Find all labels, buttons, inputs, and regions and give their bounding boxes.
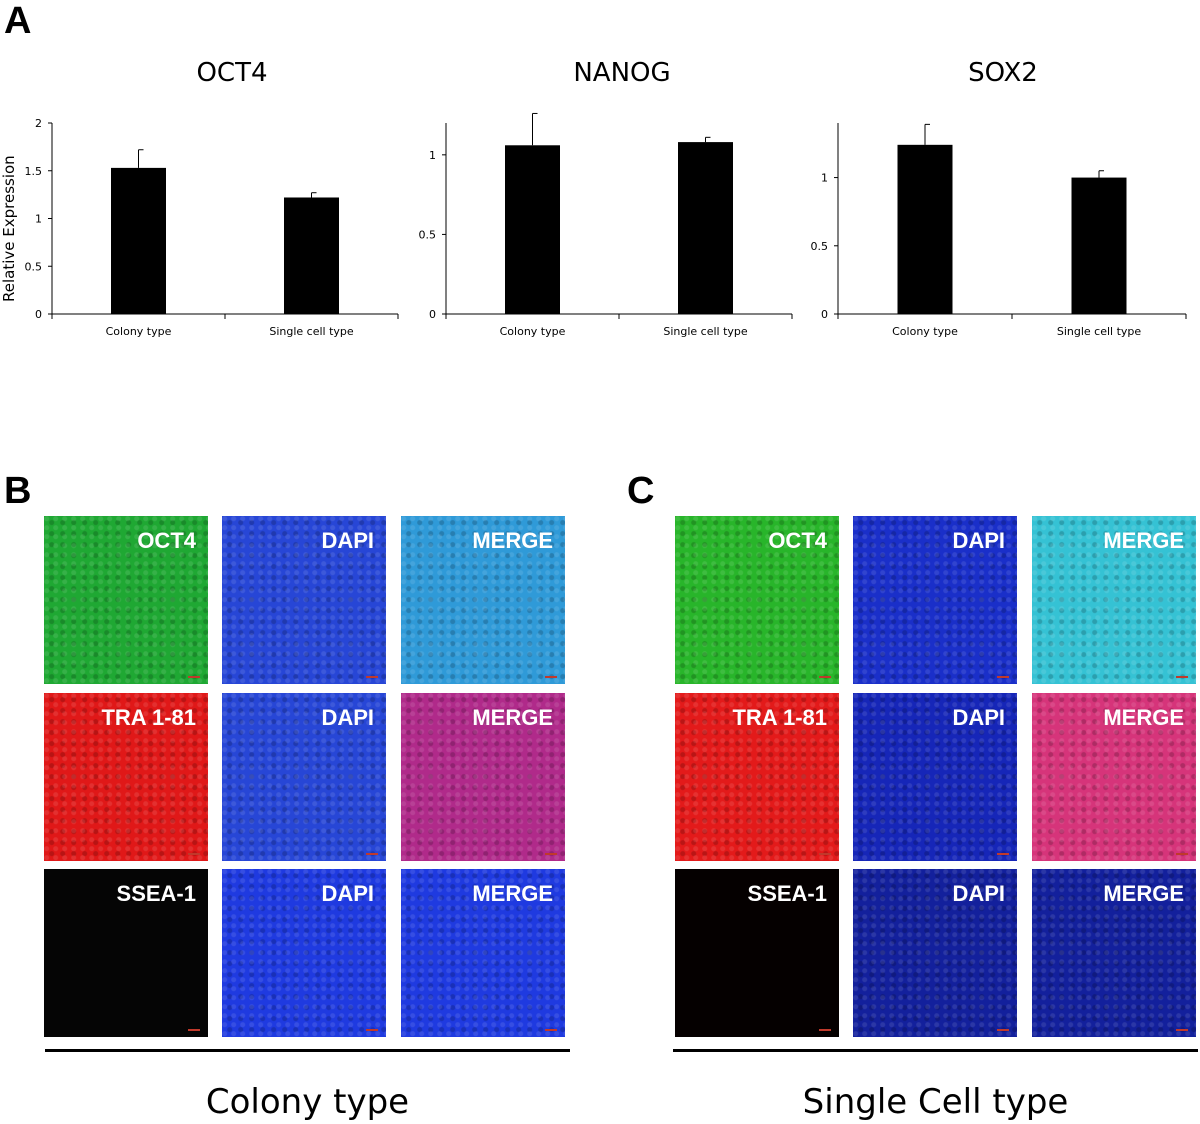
y-tick-label: 2 <box>35 117 42 130</box>
micrograph-merge: MERGE <box>1032 693 1196 861</box>
micrograph-label: DAPI <box>321 881 374 906</box>
x-tick-label: Colony type <box>892 325 958 338</box>
scale-bar <box>819 1029 831 1031</box>
chart-title-sox2: SOX2 <box>968 58 1038 88</box>
bar <box>505 145 560 314</box>
scale-bar <box>545 1029 557 1031</box>
x-tick-label: Single cell type <box>1057 325 1142 338</box>
panel-letter-c: C <box>627 470 655 512</box>
y-tick-label: 0.5 <box>25 260 43 273</box>
bar <box>897 144 953 314</box>
micrograph-label: TRA 1-81 <box>732 705 827 730</box>
scale-bar <box>1176 1029 1188 1031</box>
y-tick-label: 0 <box>821 308 828 321</box>
y-tick-label: 0.5 <box>419 228 437 241</box>
micrograph-label: OCT4 <box>768 528 827 553</box>
bar-chart-sox2: 0 0.5 1 Colony type Single cell type <box>811 123 1187 338</box>
bar <box>284 197 339 314</box>
group-caption-colony: Colony type <box>205 1082 410 1122</box>
micrograph-dapi: DAPI <box>853 516 1017 684</box>
scale-bar <box>997 1029 1009 1031</box>
micrograph-merge: MERGE <box>401 693 565 861</box>
scale-bar <box>366 853 378 855</box>
scale-bar <box>545 676 557 678</box>
scale-bar <box>188 676 200 678</box>
micrograph-label: DAPI <box>952 705 1005 730</box>
scale-bar <box>188 1029 200 1031</box>
micrograph-oct4: OCT4 <box>44 516 208 684</box>
chart-title-nanog: NANOG <box>573 58 671 88</box>
y-tick-label: 1 <box>821 172 828 185</box>
group-caption-single: Single Cell type <box>802 1082 1069 1122</box>
group-underline-single <box>673 1049 1198 1052</box>
micrograph-merge: MERGE <box>401 516 565 684</box>
micrograph-ssea-1: SSEA-1 <box>675 869 839 1037</box>
chart-title-oct4: OCT4 <box>196 58 268 88</box>
micrograph-label: DAPI <box>952 528 1005 553</box>
scale-bar <box>188 853 200 855</box>
scale-bar <box>366 1029 378 1031</box>
micrograph-label: DAPI <box>321 705 374 730</box>
scale-bar <box>1176 676 1188 678</box>
micrograph-label: DAPI <box>321 528 374 553</box>
group-underline-colony <box>45 1049 570 1052</box>
micrograph-dapi: DAPI <box>222 693 386 861</box>
micrograph-label: MERGE <box>1103 881 1184 906</box>
micrograph-label: MERGE <box>1103 528 1184 553</box>
micrograph-label: MERGE <box>1103 705 1184 730</box>
x-tick-label: Colony type <box>500 325 566 338</box>
scale-bar <box>1176 853 1188 855</box>
micrograph-dapi: DAPI <box>222 869 386 1037</box>
scale-bar <box>997 676 1009 678</box>
scale-bar <box>819 676 831 678</box>
bar-chart-oct4: 0 0.5 1 1.5 2 Colony type Single cell type <box>25 117 399 338</box>
bar-chart-nanog: 0 0.5 1 Colony type Single cell type <box>419 112 793 338</box>
bar <box>111 167 166 314</box>
micrograph-label: OCT4 <box>137 528 196 553</box>
y-tick-label: 1.5 <box>25 165 43 178</box>
micrograph-label: SSEA-1 <box>747 881 827 906</box>
micrograph-merge: MERGE <box>1032 516 1196 684</box>
micrograph-merge: MERGE <box>401 869 565 1037</box>
y-tick-label: 0.5 <box>811 240 829 253</box>
micrograph-dapi: DAPI <box>853 693 1017 861</box>
bar <box>1071 177 1127 314</box>
bar <box>678 142 733 314</box>
panel-letter-a: A <box>4 0 32 42</box>
micrograph-merge: MERGE <box>1032 869 1196 1037</box>
micrograph-dapi: DAPI <box>222 516 386 684</box>
micrograph-label: MERGE <box>472 528 553 553</box>
y-tick-label: 0 <box>429 308 436 321</box>
micrograph-dapi: DAPI <box>853 869 1017 1037</box>
micrograph-tra-1-81: TRA 1-81 <box>44 693 208 861</box>
y-tick-label: 1 <box>35 213 42 226</box>
micrograph-label: MERGE <box>472 881 553 906</box>
micrograph-label: MERGE <box>472 705 553 730</box>
micrograph-oct4: OCT4 <box>675 516 839 684</box>
micrograph-tra-1-81: TRA 1-81 <box>675 693 839 861</box>
micrograph-label: DAPI <box>952 881 1005 906</box>
micrograph-label: SSEA-1 <box>116 881 196 906</box>
scale-bar <box>545 853 557 855</box>
scale-bar <box>819 853 831 855</box>
scale-bar <box>997 853 1009 855</box>
panel-letter-b: B <box>4 470 32 512</box>
x-tick-label: Single cell type <box>663 325 748 338</box>
micrograph-ssea-1: SSEA-1 <box>44 869 208 1037</box>
y-tick-label: 1 <box>429 149 436 162</box>
y-tick-label: 0 <box>35 308 42 321</box>
scale-bar <box>366 676 378 678</box>
x-tick-label: Single cell type <box>269 325 354 338</box>
micrograph-label: TRA 1-81 <box>101 705 196 730</box>
x-tick-label: Colony type <box>106 325 172 338</box>
